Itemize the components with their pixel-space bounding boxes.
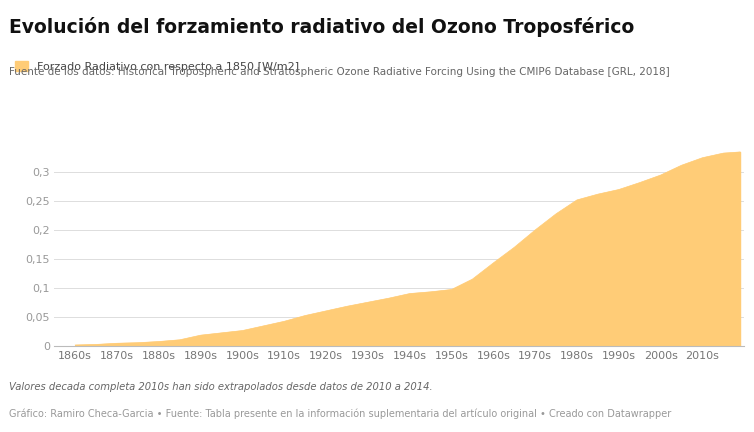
Text: Fuente de los datos: Historical Tropospheric and Stratospheric Ozone Radiative F: Fuente de los datos: Historical Troposph… <box>9 67 670 77</box>
Text: Gráfico: Ramiro Checa-Garcia • Fuente: Tabla presente en la información suplemen: Gráfico: Ramiro Checa-Garcia • Fuente: T… <box>9 408 671 419</box>
Text: Valores decada completa 2010s han sido extrapolados desde datos de 2010 a 2014.: Valores decada completa 2010s han sido e… <box>9 382 433 392</box>
Text: Evolución del forzamiento radiativo del Ozono Troposférico: Evolución del forzamiento radiativo del … <box>9 17 634 37</box>
Legend: Forzado Radiativo con respecto a 1850 [W/m2]: Forzado Radiativo con respecto a 1850 [W… <box>15 61 299 72</box>
